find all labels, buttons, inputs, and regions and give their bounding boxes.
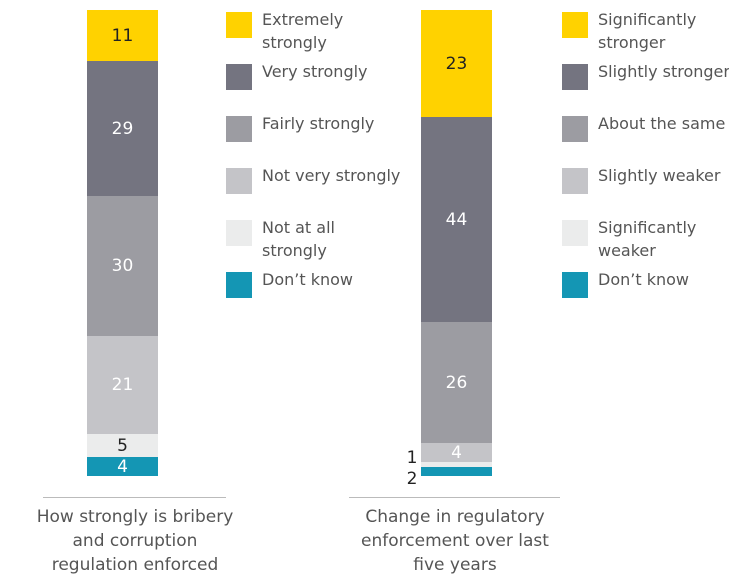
legend-label: Slightly stronger <box>598 62 729 81</box>
legend-swatch <box>562 116 588 142</box>
legend-label: Not very strongly <box>262 166 401 185</box>
legend-swatch <box>226 272 252 298</box>
legend-swatch <box>562 12 588 38</box>
legend-swatch <box>562 168 588 194</box>
legend-label: Not at all strongly <box>262 218 335 260</box>
value-label: 44 <box>445 209 468 230</box>
legend-swatch <box>226 168 252 194</box>
bar-segment <box>87 196 158 337</box>
bar-segment <box>421 117 492 323</box>
value-label: 2 <box>406 469 418 490</box>
value-label: 4 <box>451 442 462 463</box>
legend-swatch <box>562 272 588 298</box>
legend-swatch <box>226 116 252 142</box>
legend-swatch <box>226 12 252 38</box>
value-label: 30 <box>111 256 134 277</box>
value-label: 23 <box>445 53 468 74</box>
legend-label: About the same <box>598 114 726 133</box>
baseline <box>43 497 226 498</box>
value-label: 11 <box>111 25 134 46</box>
value-label: 26 <box>445 372 468 393</box>
baseline <box>349 497 560 498</box>
bar-segment <box>87 457 158 476</box>
legend-label: Extremely strongly <box>262 10 344 52</box>
legend-label: Don’t know <box>262 270 353 289</box>
value-label: 29 <box>111 118 134 139</box>
category-label: How strongly is bribery and corruption r… <box>36 507 234 575</box>
legend-label: Significantly weaker <box>598 218 697 260</box>
legend-swatch <box>226 64 252 90</box>
bar-segment <box>87 10 158 62</box>
legend-label: Fairly strongly <box>262 114 375 133</box>
legend-swatch <box>562 220 588 246</box>
bar-segment <box>87 434 158 458</box>
bar-segment <box>421 466 492 476</box>
bar-segment <box>87 336 158 435</box>
legend-label: Significantly stronger <box>598 10 697 52</box>
value-label: 4 <box>117 456 128 477</box>
legend-swatch <box>562 64 588 90</box>
legend-label: Slightly weaker <box>598 166 721 185</box>
bar-segment <box>421 10 492 118</box>
bar-segment <box>421 443 492 462</box>
bar-segment <box>87 61 158 197</box>
value-label: 21 <box>111 375 134 396</box>
legend-label: Very strongly <box>262 62 368 81</box>
value-label: 1 <box>406 448 418 469</box>
value-label: 5 <box>117 435 128 456</box>
bar-segment <box>421 462 492 467</box>
bar-segment <box>421 322 492 444</box>
legend-label: Don’t know <box>598 270 689 289</box>
legend-swatch <box>226 220 252 246</box>
category-label: Change in regulatory enforcement over la… <box>361 507 549 575</box>
